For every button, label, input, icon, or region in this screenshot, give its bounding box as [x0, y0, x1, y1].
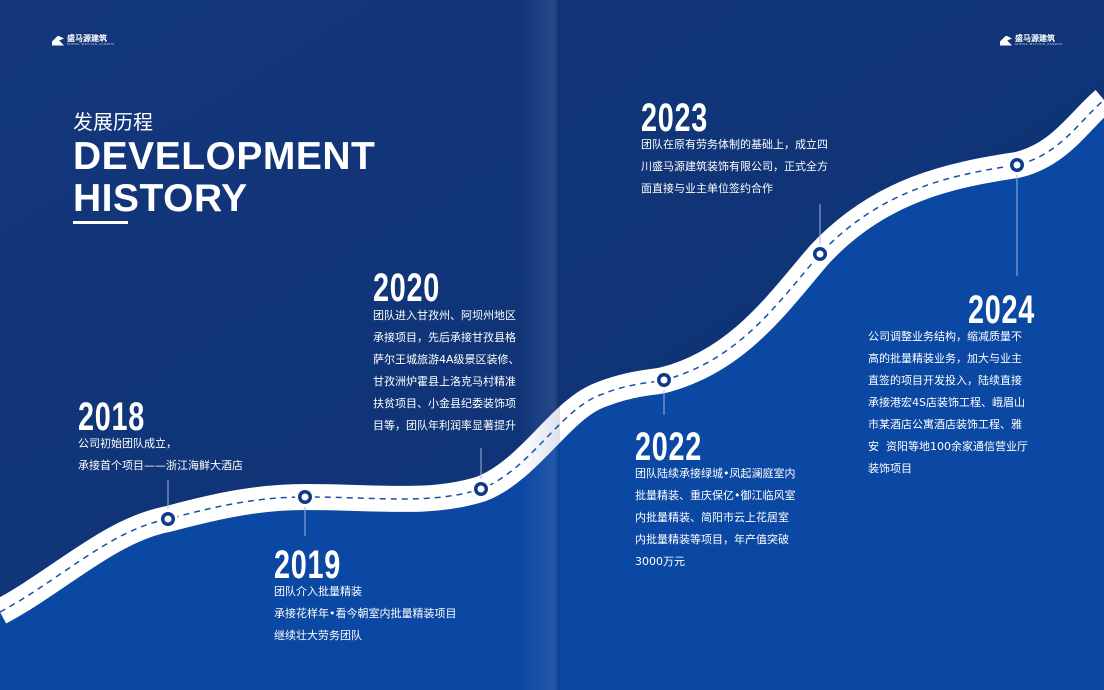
desc-line: 团队在原有劳务体制的基础上，成立四 [641, 138, 828, 151]
marker-2018 [158, 509, 178, 529]
road-dash [0, 99, 1104, 613]
desc-line: 市某酒店公寓酒店装饰工程、雅 [868, 418, 1022, 431]
logo-text: 盛马源建筑 [67, 34, 107, 43]
desc-line: 安 资阳等地100余家通信营业厅 [868, 440, 1028, 453]
milestone-2019-desc: 团队介入批量精装 承接花样年•看今朝室内批量精装项目 继续壮大劳务团队 [274, 581, 457, 647]
year-2018: 2018 [78, 395, 145, 439]
milestone-2018-desc: 公司初始团队成立， 承接首个项目——浙江海鲜大酒店 [78, 433, 243, 477]
logo-subtext: SHENG MAYUAN JIANZHU [67, 42, 115, 46]
logo-text: 盛马源建筑 [1015, 34, 1055, 43]
marker-2023 [810, 244, 830, 264]
year-2020: 2020 [373, 266, 440, 310]
desc-line: 承接首个项目——浙江海鲜大酒店 [78, 459, 243, 472]
marker-2024 [1007, 155, 1027, 175]
logo-subtext: SHENG MAYUAN JIANZHU [1015, 42, 1063, 46]
year-2023: 2023 [641, 96, 708, 140]
year-2022: 2022 [635, 425, 702, 469]
title-english: DEVELOPMENT HISTORY [73, 136, 375, 220]
desc-line: 直签的项目开发投入，陆续直接 [868, 374, 1022, 387]
desc-line: 内批量精装等项目，年产值突破 [635, 533, 789, 546]
desc-line: 高的批量精装业务，加大与业主 [868, 352, 1022, 365]
desc-line: 继续壮大劳务团队 [274, 629, 362, 642]
desc-line: 甘孜洲炉霍县上洛克马村精准 [373, 375, 516, 388]
title-underline [73, 221, 128, 224]
desc-line: 面直接与业主单位签约合作 [641, 182, 773, 195]
desc-line: 公司初始团队成立， [78, 437, 177, 450]
company-logo-left: 盛马源建筑 SHENG MAYUAN JIANZHU [52, 35, 115, 46]
title-line-2: HISTORY [73, 177, 248, 220]
title-chinese: 发展历程 [73, 110, 153, 134]
desc-line: 批量精装、重庆保亿•御江临风室 [635, 489, 796, 502]
desc-line: 团队陆续承接绿城•凤起澜庭室内 [635, 467, 796, 480]
title-line-1: DEVELOPMENT [73, 135, 376, 178]
desc-line: 内批量精装、简阳市云上花居室 [635, 511, 789, 524]
desc-line: 承接花样年•看今朝室内批量精装项目 [274, 607, 457, 620]
page-spine-shadow [520, 0, 560, 690]
desc-line: 扶贫项目、小金县纪委装饰项 [373, 397, 516, 410]
milestone-2024-desc: 公司调整业务结构，缩减质量不 高的批量精装业务，加大与业主 直签的项目开发投入，… [868, 326, 1028, 480]
milestone-2022-desc: 团队陆续承接绿城•凤起澜庭室内 批量精装、重庆保亿•御江临风室 内批量精装、简阳… [635, 463, 796, 573]
desc-line: 川盛马源建筑装饰有限公司，正式全方 [641, 160, 828, 173]
milestone-2020-desc: 团队进入甘孜州、阿坝州地区 承接项目，先后承接甘孜县格 萨尔王城旅游4A级景区装… [373, 305, 520, 437]
company-logo-right: 盛马源建筑 SHENG MAYUAN JIANZHU [1000, 35, 1063, 46]
marker-2019 [295, 487, 315, 507]
desc-line: 承接项目，先后承接甘孜县格 [373, 331, 516, 344]
desc-line: 团队进入甘孜州、阿坝州地区 [373, 309, 516, 322]
desc-line: 承接港宏4S店装饰工程、峨眉山 [868, 396, 1025, 409]
desc-line: 公司调整业务结构，缩减质量不 [868, 330, 1022, 343]
marker-2022 [654, 370, 674, 390]
desc-line: 3000万元 [635, 555, 685, 568]
desc-line: 团队介入批量精装 [274, 585, 362, 598]
milestone-2023-desc: 团队在原有劳务体制的基础上，成立四 川盛马源建筑装饰有限公司，正式全方 面直接与… [641, 134, 828, 200]
logo-icon [52, 35, 64, 46]
logo-icon [1000, 35, 1012, 46]
year-2024: 2024 [968, 288, 1035, 332]
year-2019: 2019 [274, 543, 341, 587]
marker-2020 [471, 479, 491, 499]
desc-line: 装饰项目 [868, 462, 912, 475]
desc-line: 目等，团队年利润率显著提升 [373, 419, 516, 432]
desc-line: 萨尔王城旅游4A级景区装修、 [373, 353, 520, 366]
